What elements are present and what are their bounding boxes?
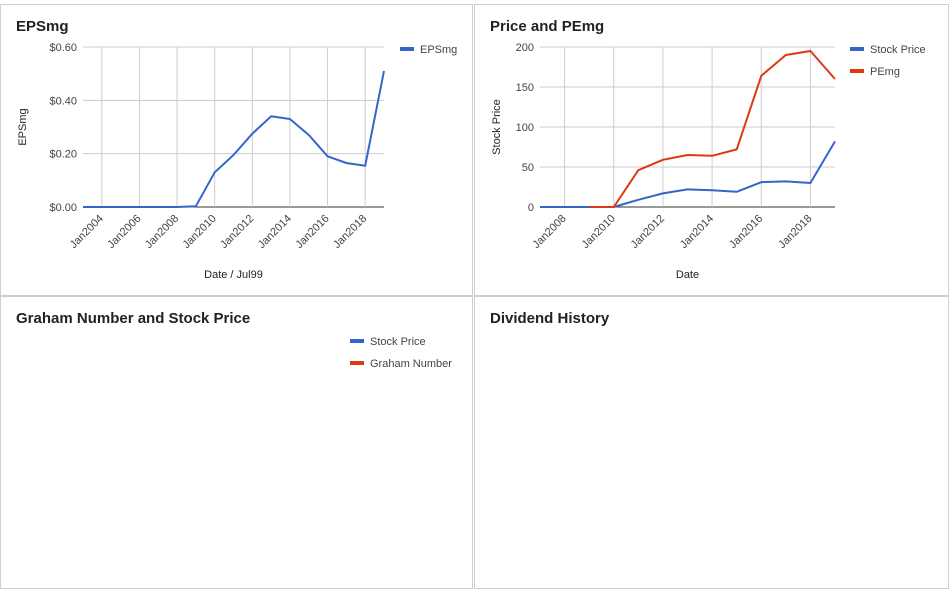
chart-title: Dividend History [490,310,610,327]
chart-title: Graham Number and Stock Price [16,310,250,327]
legend-label: Graham Number [370,358,452,370]
series-line-epsmg [83,70,385,208]
legend-label: Stock Price [870,44,926,56]
x-tick-label: Jan2004 [68,213,106,251]
x-tick-label: Jan2008 [530,213,568,251]
chart-group: Price and PEmg 0 50 100 150 200 Jan2008 Jan2010… [490,18,926,281]
y-tick-label: $0.40 [49,95,77,107]
y-tick-label: 50 [522,162,534,174]
x-tick-label: Jan2006 [105,213,143,251]
y-tick-label: 100 [516,122,534,134]
y-axis-label: EPSmg [17,108,29,145]
x-tick-label: Jan2016 [293,213,331,251]
y-tick-label: 0 [528,202,534,214]
x-tick-label: Jan2012 [218,213,256,251]
x-tick-label: Jan2010 [580,213,618,251]
legend-swatch [400,47,414,51]
x-tick-label: Jan2010 [180,213,218,251]
legend-label: Stock Price [370,336,426,348]
price-pemg-chart: Price and PEmg 0 50 100 150 200 Jan2008 Jan2010… [490,18,926,281]
chart-group: Graham Number and Stock Price01020304050… [16,310,452,370]
dividend-history-chart-panel: Dividend History-$1.00-$0.50$0.00$0.50$1… [474,296,949,589]
x-tick-label: Jan2018 [331,213,369,251]
graham-number-chart: Graham Number and Stock Price01020304050… [16,310,452,370]
y-tick-label: $0.60 [49,42,77,54]
x-tick-label: Jan2008 [143,213,181,251]
chart-group: Dividend History-$1.00-$0.50$0.00$0.50$1… [490,310,610,327]
x-axis-label: Date / Jul99 [204,269,263,281]
series-line-pemg [589,50,836,208]
x-tick-label: Jan2012 [629,213,667,251]
legend-swatch [350,361,364,365]
legend-swatch [850,69,864,73]
y-tick-label: 200 [516,42,534,54]
y-tick-label: $0.00 [49,202,77,214]
legend-swatch [850,47,864,51]
y-tick-label: $0.20 [49,149,77,161]
x-axis-label: Date [676,269,699,281]
legend-swatch [350,339,364,343]
x-tick-label: Jan2018 [776,213,814,251]
epsmg-chart-panel: EPSmg $0.00 $0.20 $0.40 $0.60 Jan2004 Jan2006 J… [0,4,473,296]
graham-number-chart-panel: Graham Number and Stock Price01020304050… [0,296,473,589]
y-tick-label: 150 [516,82,534,94]
legend-label: EPSmg [420,44,457,56]
chart-title: EPSmg [16,18,69,35]
chart-title: Price and PEmg [490,18,604,35]
y-axis-label: Stock Price [491,99,503,155]
series-line-stock-price [540,140,836,208]
price-pemg-chart-panel: Price and PEmg 0 50 100 150 200 Jan2008 Jan2010… [474,4,949,296]
x-tick-label: Jan2014 [678,213,716,251]
legend-label: PEmg [870,66,900,78]
dividend-history-chart: Dividend History-$1.00-$0.50$0.00$0.50$1… [490,310,610,327]
x-tick-label: Jan2016 [727,213,765,251]
x-tick-label: Jan2014 [256,213,294,251]
